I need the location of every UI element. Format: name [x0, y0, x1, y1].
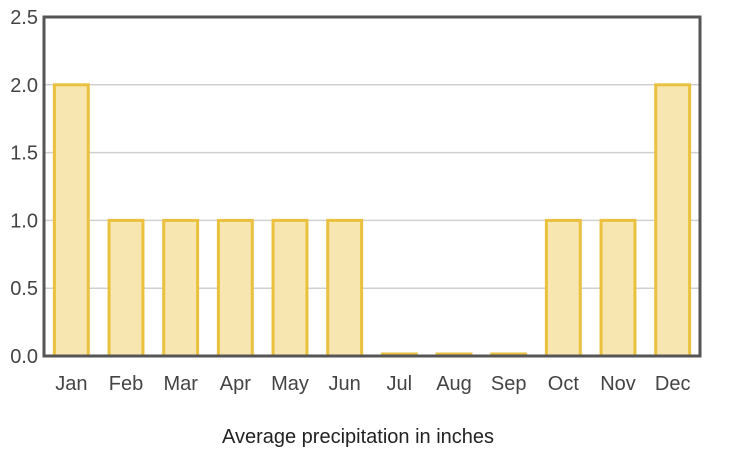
plot-frame — [42, 15, 702, 358]
x-tick-label: Dec — [655, 373, 691, 395]
x-tick-label: Oct — [548, 373, 580, 395]
x-tick-label: Jun — [329, 373, 361, 395]
bar-jun[interactable] — [326, 218, 364, 358]
bar-apr[interactable] — [216, 218, 254, 358]
y-tick-label: 1.5 — [10, 143, 38, 165]
x-tick-label: Apr — [220, 373, 251, 395]
bar-may[interactable] — [271, 218, 309, 358]
x-tick-label: May — [271, 373, 309, 395]
y-axis-ticks: 0.0 0.5 1.0 1.5 2.0 2.5 — [10, 7, 38, 368]
y-tick-label: 0.0 — [10, 346, 38, 368]
x-tick-label: Mar — [163, 373, 198, 395]
x-tick-label: Aug — [436, 373, 472, 395]
x-tick-label: Jul — [387, 373, 413, 395]
y-tick-label: 1.0 — [10, 210, 38, 232]
x-axis-label: Average precipitation in inches — [222, 426, 494, 448]
bar-oct[interactable] — [544, 218, 582, 358]
x-tick-label: Feb — [109, 373, 143, 395]
bar-dec[interactable] — [654, 83, 692, 358]
bar-nov[interactable] — [599, 218, 637, 358]
grid-lines — [44, 84, 700, 289]
x-tick-label: Jan — [55, 373, 87, 395]
bar-mar[interactable] — [162, 218, 200, 358]
y-tick-label: 0.5 — [10, 278, 38, 300]
bar-feb[interactable] — [107, 218, 145, 358]
y-tick-label: 2.0 — [10, 75, 38, 97]
y-tick-label: 2.5 — [10, 7, 38, 29]
x-tick-label: Nov — [600, 373, 636, 395]
x-axis-ticks: Jan Feb Mar Apr May Jun Jul Aug Sep Oct Nov Dec — [55, 373, 690, 395]
x-tick-label: Sep — [491, 373, 527, 395]
bar-jan[interactable] — [52, 83, 90, 358]
